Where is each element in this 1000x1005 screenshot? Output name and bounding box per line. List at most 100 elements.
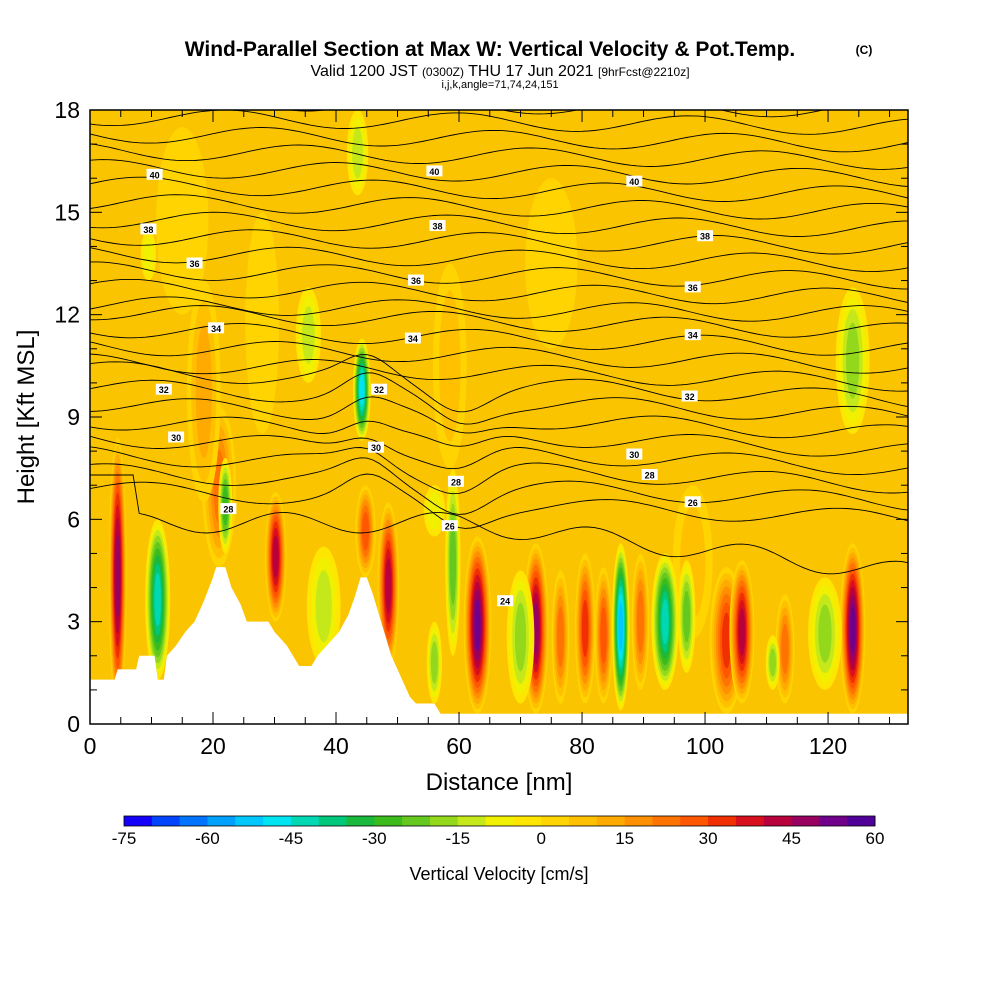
x-tick-label: 0	[84, 733, 97, 759]
colorbar-swatch	[485, 816, 514, 826]
theta-label-text: 32	[374, 385, 384, 395]
theta-label-box	[626, 448, 643, 460]
theta-label-text: 34	[688, 331, 698, 341]
theta-label-text: 38	[700, 232, 710, 242]
colorbar-tick-label: 0	[536, 829, 545, 848]
theta-label-box	[146, 168, 163, 180]
colorbar-tick-label: 45	[782, 829, 801, 848]
downdraft-core	[359, 373, 365, 406]
colorbar-swatch	[151, 816, 181, 826]
vertical-velocity-field	[90, 110, 908, 724]
colorbar: -75 -60 -45 -30 -15 0 15 30 45 60	[112, 815, 885, 848]
theta-label: 38	[429, 219, 446, 231]
theta-isentrope	[90, 372, 908, 425]
colorbar-tick-label: -15	[445, 829, 470, 848]
subtitle-valid: Valid 1200 JST	[310, 63, 418, 80]
theta-isentrope	[90, 176, 908, 202]
theta-label-text: 38	[432, 221, 442, 231]
theta-label-text: 32	[159, 385, 169, 395]
colorbar-tick-label: -30	[362, 829, 387, 848]
theta-label-box	[404, 332, 421, 344]
theta-isentrope	[90, 229, 908, 255]
chart-title-mark: (C)	[856, 43, 873, 57]
updraft-core	[272, 535, 279, 579]
x-axis-title: Distance [nm]	[426, 769, 573, 796]
theta-label-box	[367, 441, 384, 453]
colorbar-swatch	[624, 816, 653, 826]
colorbar-tick-label: -45	[279, 829, 304, 848]
colorbar-swatch	[652, 816, 681, 826]
x-tick-label: 40	[323, 733, 349, 759]
subtitle-zulu: (0300Z)	[422, 65, 464, 79]
theta-label: 38	[697, 230, 714, 242]
colorbar-swatch	[791, 816, 820, 826]
theta-label: 24	[497, 595, 514, 607]
colorbar-frame	[123, 815, 876, 827]
y-axis-title: Height [Kft MSL]	[13, 330, 40, 505]
colorbar-swatch	[735, 816, 765, 826]
colorbar-swatch	[124, 816, 153, 826]
downdraft-core	[683, 590, 691, 643]
theta-label-box	[684, 496, 701, 508]
theta-label-box	[641, 468, 658, 480]
theta-isentrope	[285, 110, 825, 118]
theta-label: 32	[681, 390, 698, 402]
terrain-mask	[90, 567, 908, 724]
colorbar-swatch	[346, 816, 375, 826]
downdraft-core	[769, 648, 777, 677]
theta-label-text: 30	[171, 433, 181, 443]
theta-isentrope	[90, 474, 908, 575]
updraft-core	[195, 324, 212, 459]
updraft-core	[849, 603, 856, 654]
theta-label-box	[684, 329, 701, 341]
theta-isentrope	[90, 305, 908, 338]
theta-isentrope	[90, 143, 908, 170]
colorbar-swatch	[429, 816, 459, 826]
theta-label-box	[220, 503, 237, 515]
downdraft-core	[315, 570, 332, 643]
x-tick-label: 20	[200, 733, 226, 759]
updraft-core	[781, 623, 789, 674]
theta-isentrope	[90, 323, 908, 356]
theta-contours	[90, 110, 908, 575]
theta-label-box	[447, 475, 464, 487]
colorbar-swatch	[708, 816, 737, 826]
theta-label-text: 32	[685, 392, 695, 402]
theta-label-box	[155, 383, 172, 395]
updraft-core	[721, 612, 732, 669]
downdraft-core	[154, 573, 161, 626]
theta-label-text: 26	[445, 522, 455, 532]
theta-label-box	[684, 281, 701, 293]
updraft-core	[474, 598, 481, 652]
x-tick-label: 120	[809, 733, 847, 759]
theta-label-box	[429, 219, 446, 231]
theta-label-text: 28	[451, 477, 461, 487]
theta-label-box	[140, 223, 157, 235]
theta-label-box	[208, 322, 225, 334]
theta-label: 32	[371, 383, 388, 395]
theta-isentrope	[90, 416, 908, 457]
y-tick-label: 12	[54, 302, 80, 328]
colorbar-swatch	[235, 816, 264, 826]
updraft-core	[600, 607, 607, 664]
theta-label-box	[426, 165, 443, 177]
subtitle-forecast: [9hrFcst@2210z]	[598, 65, 690, 79]
chart-subtitle: Valid 1200 JST (0300Z) THU 17 Jun 2021 […	[310, 63, 689, 80]
colorbar-tick-label: 60	[866, 829, 885, 848]
theta-label-text: 30	[371, 443, 381, 453]
colorbar-swatch	[569, 816, 598, 826]
updraft-core	[556, 606, 565, 668]
updraft-core	[532, 601, 539, 656]
chart-grid-indices: i,j,k,angle=71,74,24,151	[441, 79, 558, 91]
theta-isentrope	[90, 353, 908, 392]
y-tick-label: 9	[67, 404, 80, 430]
chart-title: Wind-Parallel Section at Max W: Vertical…	[185, 38, 796, 61]
theta-label: 40	[626, 175, 643, 187]
x-tick-label: 100	[686, 733, 724, 759]
theta-label: 34	[208, 322, 225, 334]
theta-label: 28	[447, 475, 464, 487]
colorbar-swatch	[457, 816, 487, 826]
colorbar-swatch	[402, 816, 431, 826]
updraft-core	[581, 599, 589, 658]
